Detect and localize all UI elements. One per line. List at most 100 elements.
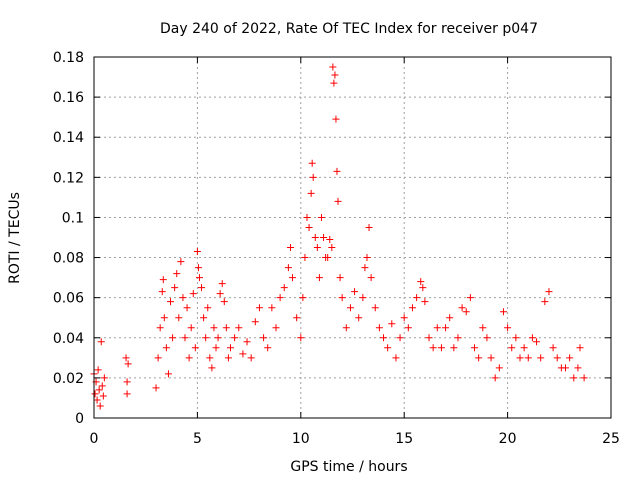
data-point bbox=[437, 344, 445, 352]
data-point bbox=[158, 288, 166, 296]
data-point bbox=[179, 294, 187, 302]
data-point bbox=[371, 304, 379, 312]
data-point bbox=[164, 370, 172, 378]
y-tick-label: 0.06 bbox=[53, 291, 84, 307]
data-point bbox=[491, 374, 499, 382]
data-point bbox=[380, 334, 388, 342]
data-point bbox=[308, 159, 316, 167]
y-tick-label: 0.04 bbox=[53, 331, 84, 347]
data-point bbox=[419, 284, 427, 292]
data-point bbox=[458, 304, 466, 312]
data-point bbox=[177, 258, 185, 266]
data-point bbox=[320, 234, 328, 241]
data-point bbox=[185, 354, 193, 362]
data-point bbox=[235, 324, 243, 332]
x-tick-label: 10 bbox=[292, 431, 310, 447]
data-point bbox=[159, 276, 167, 284]
data-point bbox=[328, 244, 336, 252]
data-point bbox=[336, 274, 344, 282]
data-point bbox=[533, 338, 541, 346]
data-point bbox=[429, 344, 437, 352]
data-point bbox=[333, 167, 341, 175]
data-point bbox=[574, 364, 582, 372]
data-point bbox=[528, 334, 536, 342]
data-point bbox=[272, 324, 280, 332]
data-point bbox=[202, 334, 210, 342]
data-point bbox=[413, 294, 421, 302]
y-tick-label: 0.16 bbox=[53, 90, 84, 106]
data-point bbox=[475, 354, 483, 362]
data-point bbox=[524, 354, 532, 362]
data-point bbox=[99, 392, 107, 400]
data-point bbox=[553, 354, 561, 362]
data-point bbox=[173, 270, 181, 278]
y-tick-label: 0.08 bbox=[53, 251, 84, 267]
data-point bbox=[154, 354, 162, 362]
data-point bbox=[520, 344, 528, 352]
data-point bbox=[191, 344, 199, 352]
data-point bbox=[100, 374, 108, 382]
data-point bbox=[226, 344, 234, 352]
x-axis-label: GPS time / hours bbox=[290, 459, 407, 475]
data-point bbox=[286, 244, 294, 252]
data-point bbox=[183, 304, 191, 312]
data-point bbox=[499, 308, 507, 316]
data-point bbox=[123, 378, 131, 386]
data-point bbox=[206, 354, 214, 362]
data-point bbox=[324, 254, 332, 262]
data-point bbox=[216, 290, 224, 298]
data-point bbox=[580, 374, 588, 382]
data-point bbox=[212, 344, 220, 352]
y-tick-label: 0.18 bbox=[53, 50, 84, 66]
data-point bbox=[97, 338, 105, 346]
data-point bbox=[334, 197, 342, 205]
data-point bbox=[305, 223, 313, 231]
data-point bbox=[479, 324, 487, 332]
y-tick-label: 0.12 bbox=[53, 170, 84, 186]
data-point bbox=[243, 338, 251, 346]
data-point bbox=[156, 324, 164, 332]
data-point bbox=[218, 280, 226, 288]
data-point bbox=[367, 274, 375, 282]
data-point bbox=[301, 254, 309, 262]
data-point bbox=[293, 314, 301, 322]
data-point bbox=[94, 366, 102, 374]
data-point bbox=[220, 298, 228, 306]
data-point bbox=[330, 79, 338, 87]
data-point bbox=[408, 304, 416, 312]
data-point bbox=[162, 344, 170, 352]
data-point bbox=[442, 324, 450, 332]
data-point bbox=[355, 314, 363, 322]
data-point bbox=[303, 213, 311, 221]
data-point bbox=[280, 284, 288, 292]
data-point bbox=[93, 396, 101, 404]
data-point bbox=[417, 278, 425, 286]
data-point bbox=[95, 386, 103, 394]
data-point bbox=[198, 284, 206, 292]
data-point bbox=[326, 236, 334, 244]
data-point bbox=[471, 344, 479, 352]
data-point bbox=[504, 324, 512, 332]
data-point bbox=[361, 264, 369, 272]
x-tick-label: 20 bbox=[499, 431, 517, 447]
data-point bbox=[91, 390, 99, 398]
data-point bbox=[152, 384, 160, 392]
data-point bbox=[194, 264, 202, 272]
data-point bbox=[307, 189, 315, 197]
data-point bbox=[545, 288, 553, 296]
data-point bbox=[169, 334, 177, 342]
data-point bbox=[284, 264, 292, 272]
data-point bbox=[309, 173, 317, 181]
y-tick-label: 0.02 bbox=[53, 371, 84, 387]
data-point bbox=[214, 334, 222, 342]
data-point bbox=[512, 334, 520, 342]
data-point bbox=[123, 390, 131, 398]
chart-title: Day 240 of 2022, Rate Of TEC Index for r… bbox=[160, 21, 538, 37]
data-point bbox=[392, 354, 400, 362]
data-point bbox=[541, 298, 549, 306]
data-point bbox=[187, 324, 195, 332]
data-point bbox=[396, 334, 404, 342]
y-tick-label: 0.1 bbox=[62, 210, 84, 226]
data-point bbox=[276, 294, 284, 302]
